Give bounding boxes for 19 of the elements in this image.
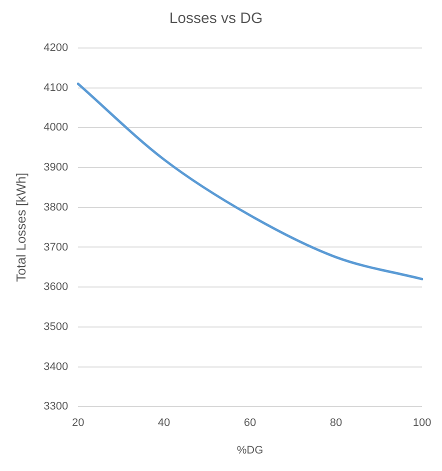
y-tick-label: 3500 [44,320,68,333]
x-tick-label: 20 [72,417,84,430]
y-tick-label: 3400 [44,360,68,373]
x-tick-label: 40 [158,417,170,430]
y-tick-label: 3600 [44,281,68,294]
y-tick-label: 3300 [44,400,68,413]
y-axis-title: Total Losses [kWh] [13,172,28,282]
x-tick-label: 60 [244,417,256,430]
x-axis-title: %DG [236,444,264,456]
y-tick-label: 3800 [44,201,68,214]
y-tick-label: 3900 [44,162,68,174]
x-tick-label: 100 [412,417,432,430]
line-series [76,82,424,280]
y-tick-label: 4200 [44,42,68,54]
x-tick-label: 80 [330,417,342,430]
y-tick-label: 3700 [44,241,68,254]
y-tick-label: 4000 [44,122,68,134]
y-tick-label: 4100 [44,82,68,94]
chart-title: Losses vs DG [169,10,263,28]
